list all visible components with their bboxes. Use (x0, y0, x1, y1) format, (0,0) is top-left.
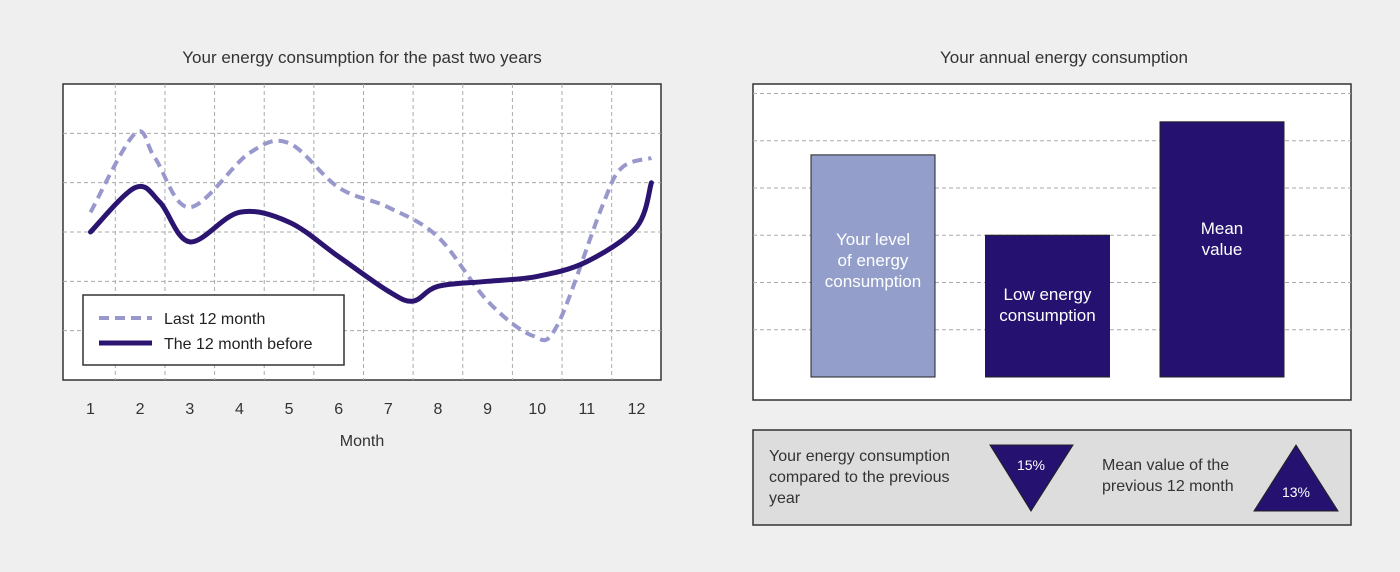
line-chart-series (88, 129, 654, 343)
x-tick-label: 5 (285, 401, 294, 418)
bar-label-line: consumption (999, 306, 1095, 325)
legend-box (82, 294, 345, 366)
summary-left-line-3: year (769, 490, 801, 507)
x-tick-label: 4 (235, 401, 244, 418)
bar-2 (985, 234, 1110, 378)
bar-1 (810, 154, 936, 378)
x-tick-label: 6 (334, 401, 343, 418)
increase-triangle-icon (1253, 444, 1339, 512)
summary-right-value: 13% (1282, 484, 1310, 500)
bar-label-line: Your level (836, 230, 910, 249)
x-tick-label: 2 (136, 401, 145, 418)
bar-label-2: Low energy consumption (999, 285, 1095, 325)
summary-left-text: Your energy consumption compared to the … (769, 448, 954, 507)
line-chart-title: Your energy consumption for the past two… (182, 48, 541, 67)
line-chart: Your energy consumption for the past two… (62, 48, 662, 450)
legend-label-last-12-month: Last 12 month (164, 311, 265, 328)
line-chart-x-ticks: 1 2 3 4 5 6 7 8 9 10 11 12 (86, 401, 645, 418)
series-line-last-12-month (88, 129, 653, 343)
bar-chart-title: Your annual energy consumption (940, 48, 1188, 67)
bar-label-3: Mean value (1201, 219, 1244, 259)
summary-left-line-2: compared to the previous (769, 469, 950, 486)
bar-label-line: value (1202, 240, 1243, 259)
line-chart-x-axis-label: Month (340, 433, 384, 450)
bar-label-line: consumption (825, 272, 921, 291)
summary-panel: Your energy consumption compared to the … (752, 429, 1352, 526)
bar-label-1: Your level of energy consumption (825, 230, 921, 291)
x-tick-label: 10 (528, 401, 546, 418)
x-tick-label: 3 (185, 401, 194, 418)
x-tick-label: 11 (579, 401, 596, 418)
x-tick-label: 7 (384, 401, 393, 418)
summary-right-line-2: previous 12 month (1102, 478, 1234, 495)
summary-right-text: Mean value of the previous 12 month (1102, 457, 1234, 495)
summary-left-value: 15% (1017, 457, 1045, 473)
bar-label-line: of energy (838, 251, 909, 270)
summary-right-line-1: Mean value of the (1102, 457, 1229, 474)
bar-label-line: Low energy (1004, 285, 1092, 304)
summary-left-line-1: Your energy consumption (769, 448, 950, 465)
x-tick-label: 12 (628, 401, 646, 418)
series-line-12-month-before (88, 180, 654, 304)
bar-label-line: Mean (1201, 219, 1244, 238)
x-tick-label: 9 (483, 401, 492, 418)
bar-3 (1159, 121, 1285, 378)
x-tick-label: 1 (86, 401, 95, 418)
decrease-triangle-icon (989, 444, 1074, 512)
x-tick-label: 8 (434, 401, 443, 418)
line-chart-legend: Last 12 month The 12 month before (82, 294, 345, 366)
legend-label-12-month-before: The 12 month before (164, 336, 313, 353)
bar-chart: Your annual energy consumption Your leve… (752, 48, 1352, 401)
